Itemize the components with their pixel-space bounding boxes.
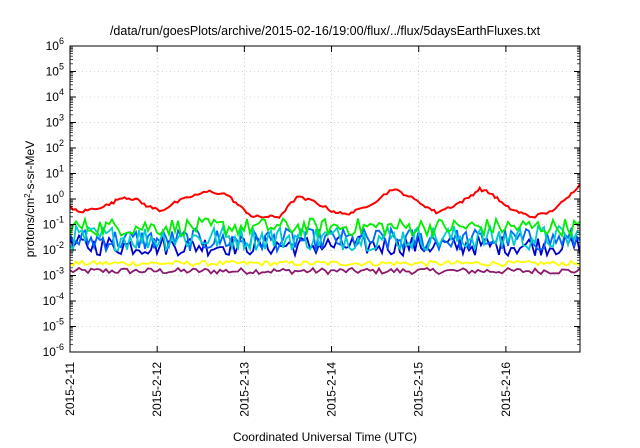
y-tick-base: 10 xyxy=(43,345,57,359)
y-tick-label: 105 xyxy=(46,62,64,79)
series-line xyxy=(70,266,580,276)
y-axis-label-prefix: protons/cm xyxy=(23,198,37,257)
chart-title: /data/run/goesPlots/archive/2015-02-16/1… xyxy=(110,24,541,38)
y-tick-label: 102 xyxy=(46,138,64,155)
series-line xyxy=(70,183,580,220)
y-tick-label: 106 xyxy=(46,36,64,53)
y-tick-base: 10 xyxy=(46,116,60,130)
y-tick-base: 10 xyxy=(46,90,60,104)
x-tick-label: 2015-2-16 xyxy=(499,362,513,417)
y-tick-base: 10 xyxy=(43,218,57,232)
x-tick-label: 2015-2-12 xyxy=(150,362,164,417)
series-line xyxy=(70,216,580,239)
y-tick-base: 10 xyxy=(43,269,57,283)
series-line xyxy=(70,222,580,253)
y-tick-exponent: 0 xyxy=(59,189,64,199)
y-tick-exponent: -1 xyxy=(56,215,64,225)
y-tick-base: 10 xyxy=(46,65,60,79)
y-tick-label: 10-3 xyxy=(43,266,64,283)
y-tick-label: 101 xyxy=(46,164,64,181)
y-tick-exponent: 4 xyxy=(59,87,64,97)
x-axis-label: Coordinated Universal Time (UTC) xyxy=(233,430,417,444)
y-tick-exponent: -3 xyxy=(56,266,64,276)
series-line xyxy=(70,259,580,268)
y-tick-base: 10 xyxy=(43,294,57,308)
y-tick-label: 103 xyxy=(46,113,64,130)
series-layer xyxy=(70,183,580,276)
y-axis-label: protons/cm2-s-sr-MeV xyxy=(23,141,38,257)
y-tick-exponent: -6 xyxy=(56,342,64,352)
y-tick-base: 10 xyxy=(46,39,60,53)
y-tick-exponent: 1 xyxy=(59,164,64,174)
grid xyxy=(70,46,580,352)
x-tick-label: 2015-2-14 xyxy=(325,362,339,417)
y-tick-exponent: 2 xyxy=(59,138,64,148)
x-tick-label: 2015-2-13 xyxy=(237,362,251,417)
y-tick-exponent: 6 xyxy=(59,36,64,46)
y-tick-label: 100 xyxy=(46,189,64,206)
y-tick-base: 10 xyxy=(46,192,60,206)
y-axis: 10-610-510-410-310-210-11001011021031041… xyxy=(43,36,580,359)
y-tick-label: 104 xyxy=(46,87,64,104)
y-tick-exponent: -5 xyxy=(56,317,64,327)
y-tick-exponent: 3 xyxy=(59,113,64,123)
y-tick-label: 10-6 xyxy=(43,342,64,359)
y-axis-label-sup: 2 xyxy=(23,193,32,198)
y-axis-label-suffix: -s-sr-MeV xyxy=(23,141,37,194)
x-axis: 2015-2-11 2015-2-12 2015-2-13 2015-2-14 2015… xyxy=(63,46,513,417)
y-tick-base: 10 xyxy=(43,320,57,334)
y-tick-exponent: -4 xyxy=(56,291,64,301)
y-tick-base: 10 xyxy=(43,243,57,257)
y-tick-exponent: -2 xyxy=(56,240,64,250)
y-tick-label: 10-4 xyxy=(43,291,64,308)
x-tick-label: 2015-2-15 xyxy=(412,362,426,417)
x-tick-label: 2015-2-11 xyxy=(63,362,77,416)
y-tick-base: 10 xyxy=(46,141,60,155)
y-tick-label: 10-5 xyxy=(43,317,64,334)
y-tick-label: 10-1 xyxy=(43,215,64,232)
y-tick-base: 10 xyxy=(46,167,60,181)
y-tick-exponent: 5 xyxy=(59,62,64,72)
y-tick-label: 10-2 xyxy=(43,240,64,257)
